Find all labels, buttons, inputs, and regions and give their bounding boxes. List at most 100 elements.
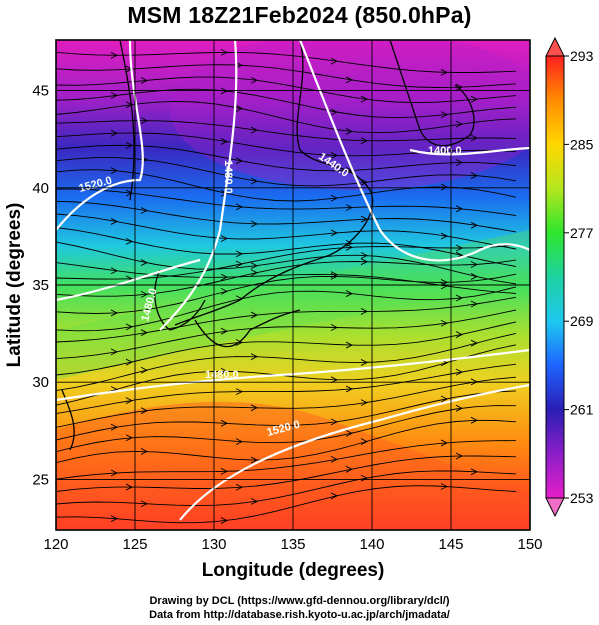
streamline-arrow	[250, 220, 259, 228]
streamline-arrow	[235, 260, 244, 268]
streamline-arrow	[250, 311, 259, 319]
streamline-arrow	[235, 339, 244, 346]
streamline-arrow	[470, 468, 479, 476]
streamline-arrow	[440, 278, 449, 286]
streamline-arrow	[140, 329, 149, 337]
x-tick-label: 145	[438, 536, 463, 553]
streamline-arrow	[345, 385, 354, 393]
streamline-arrow	[125, 237, 134, 245]
streamline-arrow	[220, 48, 229, 56]
x-tick-label: 135	[280, 536, 305, 553]
streamline-arrow	[330, 418, 339, 426]
credit-data: Data from http://database.rish.kyoto-u.a…	[149, 609, 450, 621]
x-tick-labels: 120 125 130 135 140 145 150	[43, 536, 542, 553]
streamline-arrow	[110, 51, 119, 59]
streamline-arrow	[360, 252, 369, 259]
wind-streamlines	[56, 48, 517, 527]
streamline	[56, 286, 517, 332]
streamline	[56, 100, 517, 134]
temperature-field	[56, 40, 530, 530]
x-tick-label: 130	[201, 536, 226, 553]
streamline-arrow	[250, 404, 259, 412]
streamline-arrow	[470, 172, 479, 179]
streamline-arrow	[235, 61, 244, 69]
streamline-arrow	[330, 194, 339, 202]
streamline	[56, 321, 517, 376]
colorbar-label: 285	[570, 136, 594, 152]
streamline-arrow	[455, 452, 464, 460]
streamline-arrow	[455, 331, 464, 338]
x-tick-label: 140	[359, 536, 384, 553]
streamline-arrow	[140, 407, 149, 415]
streamline-arrow	[110, 92, 119, 99]
streamline-arrow	[250, 76, 259, 84]
streamline	[56, 227, 517, 267]
streamline-arrow	[220, 419, 229, 427]
streamline-arrow	[125, 434, 134, 442]
streamline-arrow	[140, 366, 149, 374]
streamline-arrow	[470, 273, 479, 280]
streamline-arrow	[470, 300, 479, 308]
streamline-arrow	[220, 273, 229, 281]
colorbar-max-arrow	[545, 36, 565, 57]
streamline-arrow	[440, 439, 449, 447]
streamline-arrow	[455, 404, 464, 412]
streamline-arrow	[235, 483, 244, 491]
streamline	[56, 241, 517, 285]
streamline-arrow	[110, 167, 119, 175]
streamline-arrow	[360, 178, 369, 186]
streamline-arrow	[360, 399, 369, 407]
streamline-arrow	[125, 397, 134, 404]
streamline-arrow	[360, 438, 369, 445]
credit-drawing: Drawing by DCL (https://www.gfd-dennou.o…	[149, 595, 450, 607]
streamline	[56, 244, 517, 280]
streamline	[56, 405, 517, 454]
streamline-arrow	[360, 474, 369, 482]
streamline-arrow	[455, 294, 464, 302]
y-tick-label: 30	[32, 374, 49, 391]
streamline	[56, 332, 517, 392]
streamline-arrow	[470, 221, 479, 229]
streamline-arrow	[330, 57, 339, 65]
streamline	[56, 157, 517, 187]
streamline-arrow	[470, 261, 479, 268]
x-tick-label: 125	[122, 536, 147, 553]
streamline	[56, 296, 517, 343]
streamline	[56, 363, 517, 415]
streamline-arrow	[455, 83, 464, 91]
streamline-arrow	[250, 177, 259, 185]
streamline-arrow	[440, 483, 449, 490]
streamline-arrow	[125, 483, 134, 491]
streamline-arrow	[470, 416, 479, 424]
streamline-arrow	[360, 359, 369, 366]
streamline-arrow	[455, 205, 464, 213]
streamline-arrow	[330, 324, 339, 331]
grid	[56, 40, 530, 530]
streamline-arrow	[250, 126, 259, 134]
streamline-arrow	[220, 235, 229, 242]
streamline-arrow	[250, 497, 259, 505]
streamline-arrow	[110, 129, 119, 137]
y-tick-label: 35	[32, 277, 49, 294]
streamline-arrow	[110, 515, 119, 523]
streamline	[56, 470, 517, 512]
chart-title: MSM 18Z21Feb2024 (850.0hPa)	[127, 2, 472, 28]
streamline-arrow	[455, 368, 464, 376]
y-axis-label: Latitude (degrees)	[4, 203, 25, 368]
streamline-arrow	[125, 189, 134, 197]
streamline-arrow	[330, 108, 339, 116]
streamline-arrow	[440, 319, 449, 327]
streamline-arrow	[360, 258, 369, 266]
streamline	[56, 188, 517, 216]
y-tick-label: 25	[32, 471, 49, 488]
streamline-arrow	[220, 138, 229, 145]
streamline-arrow	[220, 189, 229, 197]
streamline-arrow	[345, 341, 354, 349]
streamline	[56, 259, 517, 297]
streamline-arrow	[345, 76, 354, 84]
streamline-arrow	[140, 259, 149, 266]
streamline	[56, 376, 517, 428]
streamline-arrow	[110, 267, 119, 275]
colorbar: 293 285 277 269 261 253	[545, 36, 594, 518]
streamline	[56, 144, 517, 172]
